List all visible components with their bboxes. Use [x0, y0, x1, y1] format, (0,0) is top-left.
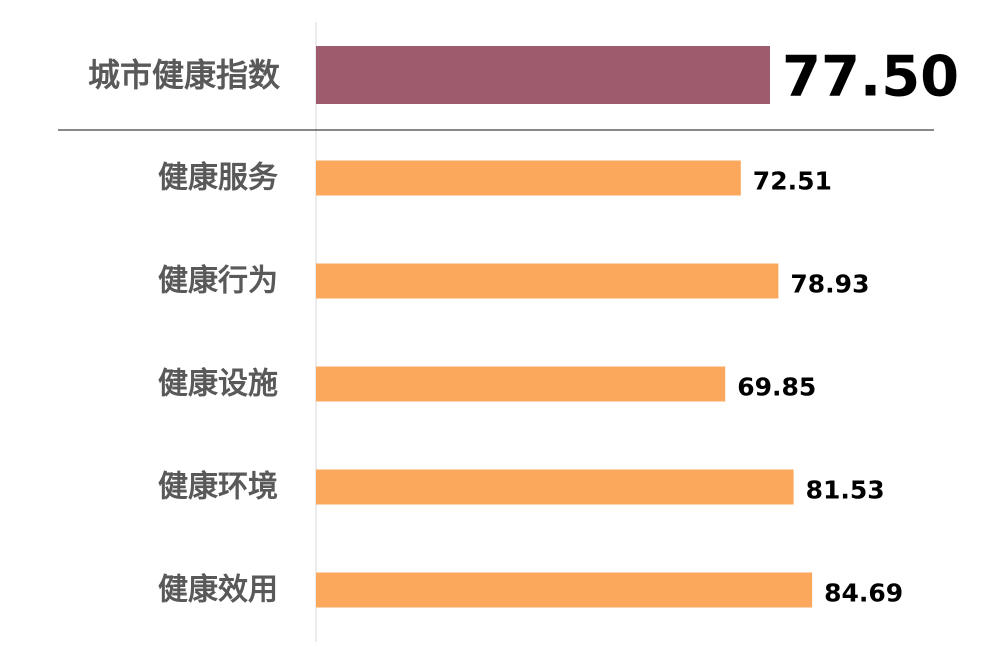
category-label: 健康效用	[158, 573, 278, 608]
category-label: 健康行为	[158, 264, 278, 299]
bar-1	[316, 160, 741, 196]
value-label: 72.51	[753, 167, 832, 196]
value-label: 69.85	[737, 373, 816, 402]
category-label: 健康环境	[158, 470, 278, 505]
category-label: 城市健康指数	[88, 56, 281, 94]
main-value-label: 77.50	[782, 45, 959, 110]
value-label: 78.93	[790, 270, 869, 299]
value-label: 84.69	[824, 579, 903, 608]
bar-2	[316, 263, 779, 299]
bar-city-health-index	[316, 46, 770, 104]
category-label: 健康设施	[158, 367, 278, 402]
value-label: 81.53	[806, 476, 885, 505]
bar-4	[316, 469, 794, 505]
category-label: 健康服务	[158, 161, 278, 196]
bar-5	[316, 572, 813, 608]
bar-3	[316, 366, 726, 402]
